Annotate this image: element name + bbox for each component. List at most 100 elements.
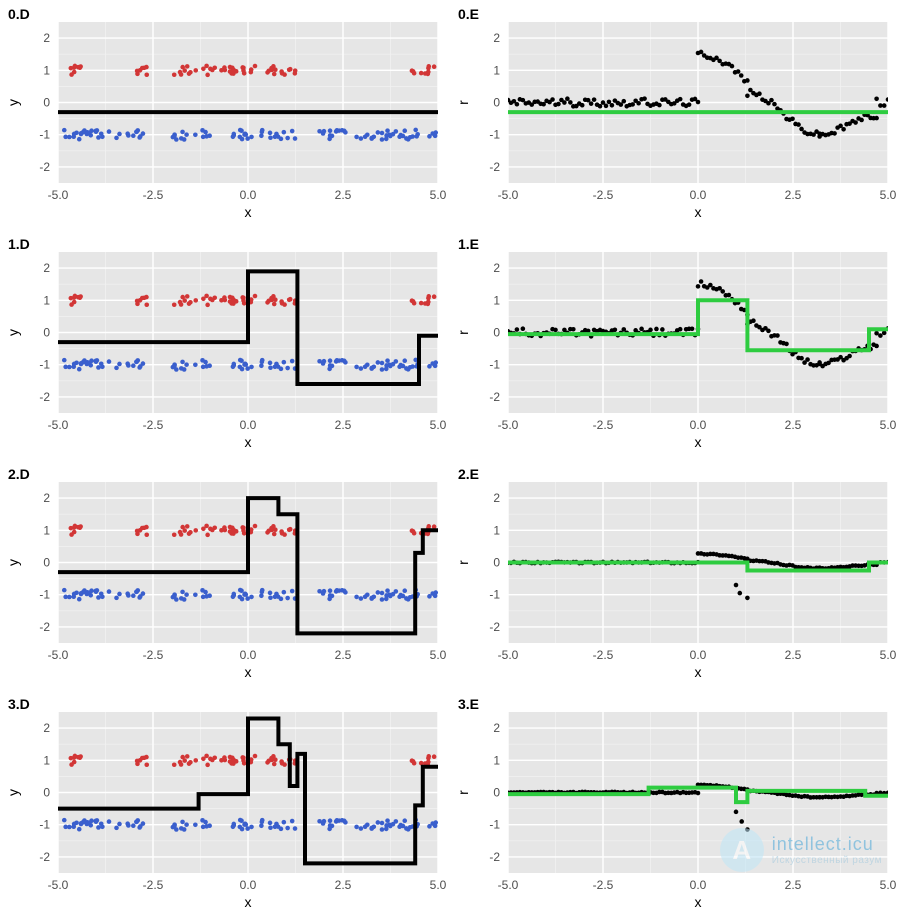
x-axis-title: x <box>245 664 252 680</box>
panel-title: 1.D <box>8 236 30 252</box>
x-tick-label: -5.0 <box>498 648 519 662</box>
y-tick-label: -1 <box>39 818 50 832</box>
y-tick-label: 0 <box>493 556 500 570</box>
y-tick-label: -2 <box>489 850 500 864</box>
x-tick-label: 2.5 <box>335 878 352 892</box>
y-axis-title: y <box>5 99 21 106</box>
x-tick-label: 5.0 <box>430 418 447 432</box>
y-tick-label: -2 <box>39 620 50 634</box>
x-tick-label: -2.5 <box>143 878 164 892</box>
x-tick-label: -2.5 <box>593 188 614 202</box>
x-tick-label: 0.0 <box>690 188 707 202</box>
x-tick-label: -5.0 <box>498 878 519 892</box>
x-tick-label: 0.0 <box>240 648 257 662</box>
y-tick-label: 1 <box>493 753 500 767</box>
y-tick-label: 2 <box>43 491 50 505</box>
y-axis-title: r <box>455 100 471 105</box>
x-tick-label: -2.5 <box>143 648 164 662</box>
y-tick-label: 1 <box>43 753 50 767</box>
y-axis-title: r <box>455 330 471 335</box>
y-tick-label: 1 <box>43 293 50 307</box>
y-tick-label: -2 <box>489 390 500 404</box>
y-tick-label: -2 <box>489 620 500 634</box>
x-axis-title: x <box>245 894 252 910</box>
y-tick-label: -2 <box>489 160 500 174</box>
panel-1D: 1.D-5.0-2.50.02.55.0-2-1012xy <box>0 230 450 460</box>
x-tick-label: -2.5 <box>143 418 164 432</box>
x-tick-label: 2.5 <box>785 878 802 892</box>
x-tick-label: -5.0 <box>48 418 69 432</box>
y-tick-label: 0 <box>493 96 500 110</box>
x-axis-title: x <box>695 894 702 910</box>
y-tick-label: 1 <box>43 63 50 77</box>
x-tick-label: 5.0 <box>880 418 897 432</box>
panel-title: 1.E <box>458 236 479 252</box>
panel-3E: 3.E-5.0-2.50.02.55.0-2-1012xr <box>450 690 900 920</box>
x-axis-title: x <box>245 204 252 220</box>
y-axis-title: r <box>455 560 471 565</box>
y-tick-label: 1 <box>493 293 500 307</box>
x-tick-label: -5.0 <box>48 188 69 202</box>
y-tick-label: 0 <box>43 786 50 800</box>
x-tick-label: -5.0 <box>48 878 69 892</box>
panel-svg-0E: -5.0-2.50.02.55.0-2-1012xr <box>450 0 900 225</box>
y-tick-label: 1 <box>493 63 500 77</box>
y-tick-label: 0 <box>493 786 500 800</box>
panel-title: 3.E <box>458 696 479 712</box>
y-tick-label: 1 <box>493 523 500 537</box>
x-tick-label: -2.5 <box>593 648 614 662</box>
panel-title: 2.E <box>458 466 479 482</box>
x-tick-label: 0.0 <box>690 648 707 662</box>
panel-title: 0.E <box>458 6 479 22</box>
x-axis-title: x <box>695 434 702 450</box>
y-tick-label: 1 <box>43 523 50 537</box>
panel-svg-2E: -5.0-2.50.02.55.0-2-1012xr <box>450 460 900 685</box>
x-tick-label: 2.5 <box>335 418 352 432</box>
panel-title: 2.D <box>8 466 30 482</box>
y-tick-label: 0 <box>493 326 500 340</box>
y-tick-label: 2 <box>43 721 50 735</box>
y-tick-label: -1 <box>489 128 500 142</box>
panel-0E: 0.E-5.0-2.50.02.55.0-2-1012xr <box>450 0 900 230</box>
y-tick-label: 0 <box>43 326 50 340</box>
y-tick-label: -1 <box>489 588 500 602</box>
panel-svg-1D: -5.0-2.50.02.55.0-2-1012xy <box>0 230 450 455</box>
x-tick-label: 2.5 <box>785 418 802 432</box>
panel-svg-3D: -5.0 -2.5 0.0 2.5 5.0 -2 -1 0 1 2 x y <box>0 690 450 915</box>
x-tick-label: -2.5 <box>143 188 164 202</box>
y-tick-label: -2 <box>39 850 50 864</box>
y-tick-label: -1 <box>39 358 50 372</box>
x-tick-label: -5.0 <box>48 648 69 662</box>
panel-3D: 3.D-5.0-2.50.02.55.0-2-1012xy <box>0 690 450 920</box>
x-axis-title: x <box>695 664 702 680</box>
y-tick-label: 2 <box>493 261 500 275</box>
y-tick-label: 2 <box>493 721 500 735</box>
x-tick-label: 2.5 <box>335 188 352 202</box>
panel-2D: 2.D-5.0-2.50.02.55.0-2-1012xy <box>0 460 450 690</box>
y-tick-label: -2 <box>39 390 50 404</box>
x-axis-title: x <box>245 434 252 450</box>
x-tick-label: 5.0 <box>880 648 897 662</box>
y-tick-label: -1 <box>489 358 500 372</box>
y-tick-label: 2 <box>43 261 50 275</box>
panel-svg-0D: -5.0-2.50.02.55.0-2-1012xy <box>0 0 450 225</box>
panel-1E: 1.E-5.0-2.50.02.55.0-2-1012xr <box>450 230 900 460</box>
x-tick-label: -2.5 <box>593 418 614 432</box>
y-axis-title: y <box>5 329 21 336</box>
x-tick-label: 0.0 <box>240 188 257 202</box>
x-tick-label: -5.0 <box>498 188 519 202</box>
x-tick-label: 0.0 <box>690 418 707 432</box>
x-tick-label: 0.0 <box>240 878 257 892</box>
y-tick-label: 0 <box>43 556 50 570</box>
y-axis-title: y <box>5 789 21 796</box>
y-tick-label: 2 <box>43 31 50 45</box>
x-tick-label: 0.0 <box>690 878 707 892</box>
y-axis-title: r <box>455 790 471 795</box>
x-tick-label: 5.0 <box>430 878 447 892</box>
x-tick-label: 5.0 <box>430 188 447 202</box>
x-tick-label: 5.0 <box>880 188 897 202</box>
y-tick-label: -2 <box>39 160 50 174</box>
y-tick-label: -1 <box>39 128 50 142</box>
y-tick-label: -1 <box>39 588 50 602</box>
x-tick-label: 5.0 <box>880 878 897 892</box>
